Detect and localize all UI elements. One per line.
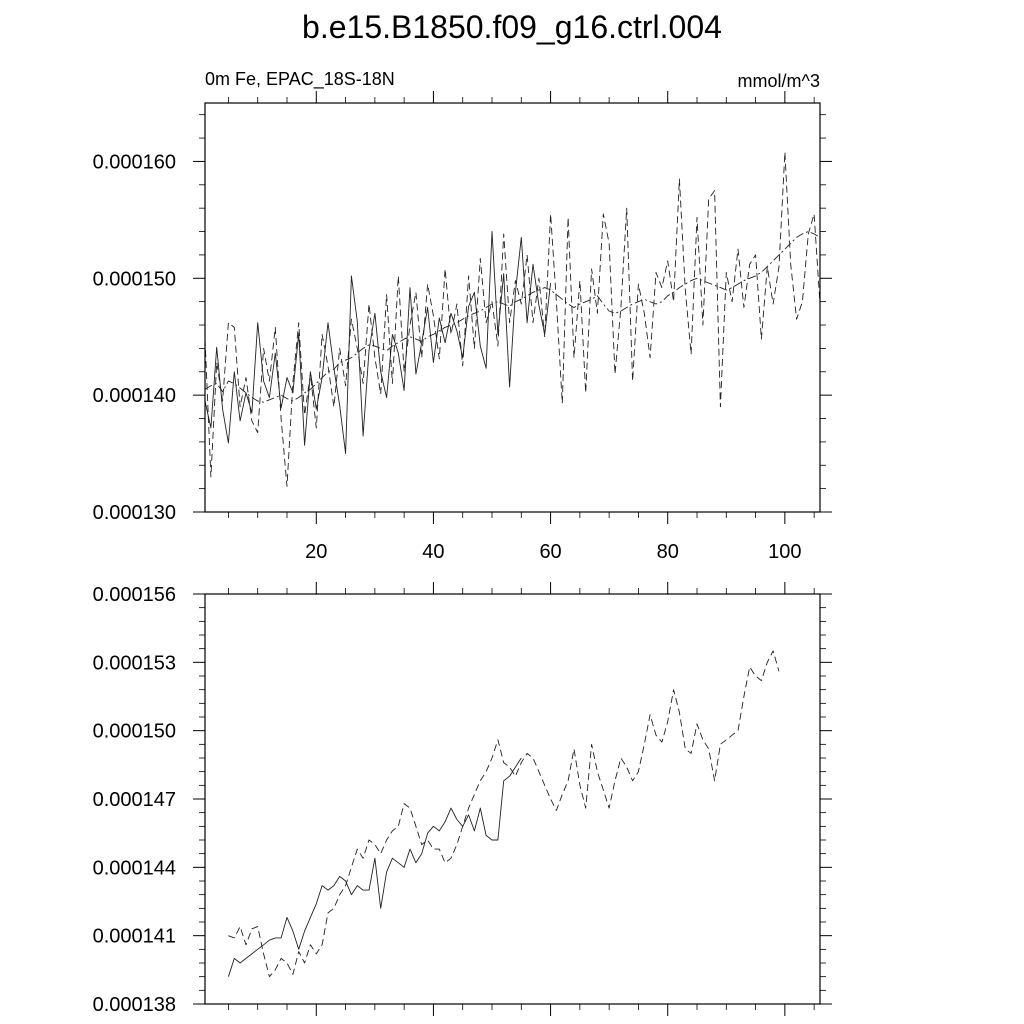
top-right-label: mmol/m^3 <box>738 71 820 91</box>
x-tick-label: 100 <box>768 541 801 563</box>
top-ticks: 20 40 60 80 100 0.000130 0.000140 0.000150 0.000… <box>93 91 832 563</box>
top-plot-frame <box>204 102 821 513</box>
series-line-1 <box>204 231 552 455</box>
y-tick-label: 0.000150 <box>93 268 176 290</box>
x-tick-label: 40 <box>422 541 444 563</box>
series-line-1 <box>227 757 522 977</box>
bottom-plot-frame <box>204 593 821 1005</box>
bottom-chart: 0.000138 0.000141 0.000144 0.000147 0.000150… <box>93 582 832 1016</box>
y-tick-label: 0.000150 <box>93 721 176 743</box>
top-series-group <box>204 151 821 487</box>
y-tick-label: 0.000140 <box>93 385 176 407</box>
y-tick-label: 0.000147 <box>93 789 176 811</box>
y-tick-label: 0.000153 <box>93 652 176 674</box>
y-tick-label: 0.000141 <box>93 926 176 948</box>
x-tick-label: 60 <box>539 541 561 563</box>
top-chart: 0m Fe, EPAC_18S-18N mmol/m^3 20 40 60 80 100… <box>93 69 832 563</box>
y-tick-label: 0.000130 <box>93 502 176 524</box>
bottom-ticks: 0.000138 0.000141 0.000144 0.000147 0.000150… <box>93 582 832 1016</box>
x-tick-label: 80 <box>657 541 679 563</box>
series-line-2 <box>228 650 780 978</box>
series-line-2 <box>204 151 821 487</box>
bottom-series-group <box>227 650 780 978</box>
y-tick-label: 0.000138 <box>93 994 176 1016</box>
y-tick-label: 0.000144 <box>93 857 176 879</box>
y-tick-label: 0.000160 <box>93 151 176 173</box>
x-tick-label: 20 <box>305 541 327 563</box>
top-left-label: 0m Fe, EPAC_18S-18N <box>205 69 395 90</box>
figure-title: b.e15.B1850.f09_g16.ctrl.004 <box>302 9 722 45</box>
series-line-3 <box>204 231 821 403</box>
y-tick-label: 0.000156 <box>93 584 176 606</box>
